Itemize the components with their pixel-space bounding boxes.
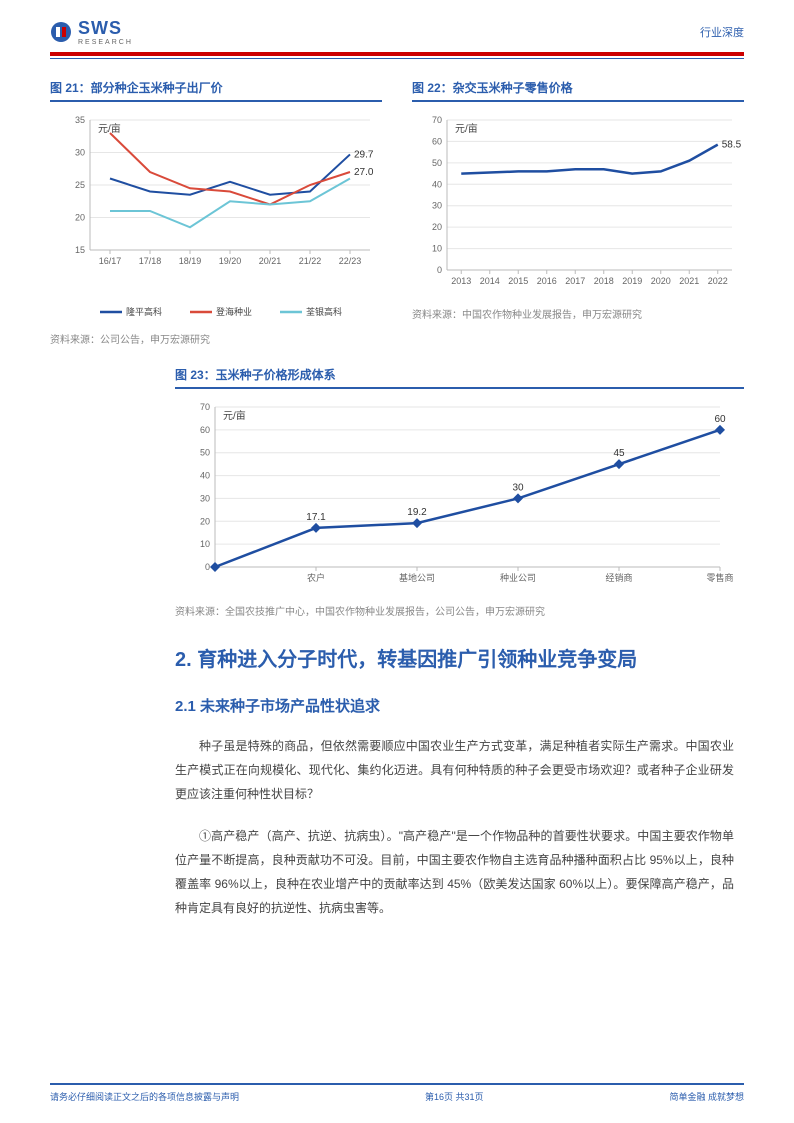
svg-text:22/23: 22/23 bbox=[339, 256, 362, 266]
logo: SWS RESEARCH bbox=[50, 18, 133, 46]
chart22-title: 图 22：杂交玉米种子零售价格 bbox=[412, 79, 744, 102]
svg-text:经销商: 经销商 bbox=[605, 572, 632, 583]
svg-text:70: 70 bbox=[200, 402, 210, 412]
svg-text:17.1: 17.1 bbox=[306, 512, 326, 523]
svg-text:元/亩: 元/亩 bbox=[223, 409, 246, 422]
para-1: 种子虽是特殊的商品，但依然需要顺应中国农业生产方式变革，满足种植者实际生产需求。… bbox=[0, 734, 794, 806]
chart22-svg: 0 10 20 30 40 50 60 70 元/亩 2013 2014 2015 2016 2017 20… bbox=[412, 110, 742, 300]
svg-text:10: 10 bbox=[200, 539, 210, 549]
footer-left: 请务必仔细阅读正文之后的各项信息披露与声明 bbox=[50, 1090, 239, 1103]
chart21-box: 图 21：部分种企玉米种子出厂价 15 20 25 30 35 元/亩 16/17 17/18… bbox=[50, 79, 382, 346]
svg-text:19/20: 19/20 bbox=[219, 256, 242, 266]
svg-text:16/17: 16/17 bbox=[99, 256, 122, 266]
chart23-source: 资料来源：全国农技推广中心，中国农作物种业发展报告，公司公告，申万宏源研究 bbox=[175, 603, 744, 618]
svg-text:70: 70 bbox=[432, 115, 442, 125]
svg-text:隆平高科: 隆平高科 bbox=[126, 306, 162, 317]
charts-row-1: 图 21：部分种企玉米种子出厂价 15 20 25 30 35 元/亩 16/17 17/18… bbox=[0, 59, 794, 346]
svg-text:2016: 2016 bbox=[537, 276, 557, 286]
svg-text:45: 45 bbox=[613, 448, 625, 459]
svg-text:35: 35 bbox=[75, 115, 85, 125]
svg-text:20: 20 bbox=[432, 222, 442, 232]
footer-line bbox=[50, 1083, 744, 1085]
svg-text:2022: 2022 bbox=[708, 276, 728, 286]
footer-right: 简单金融 成就梦想 bbox=[669, 1090, 744, 1103]
chart21-title: 图 21：部分种企玉米种子出厂价 bbox=[50, 79, 382, 102]
svg-text:18/19: 18/19 bbox=[179, 256, 202, 266]
svg-text:15: 15 bbox=[75, 245, 85, 255]
footer-center: 第16页 共31页 bbox=[425, 1090, 484, 1103]
svg-text:2014: 2014 bbox=[480, 276, 500, 286]
svg-text:零售商: 零售商 bbox=[706, 572, 733, 583]
svg-text:19.2: 19.2 bbox=[407, 507, 427, 518]
svg-text:30: 30 bbox=[75, 148, 85, 158]
svg-text:2017: 2017 bbox=[565, 276, 585, 286]
svg-text:荃银高科: 荃银高科 bbox=[306, 306, 342, 317]
chart22-box: 图 22：杂交玉米种子零售价格 0 10 20 30 40 50 60 70 元/亩 2013 20… bbox=[412, 79, 744, 346]
svg-text:10: 10 bbox=[432, 244, 442, 254]
svg-text:2020: 2020 bbox=[651, 276, 671, 286]
chart23-box: 图 23：玉米种子价格形成体系 0 10 20 30 40 50 60 70 元/亩农户 基地公司… bbox=[0, 346, 794, 618]
svg-text:60: 60 bbox=[432, 136, 442, 146]
svg-text:种业公司: 种业公司 bbox=[500, 572, 536, 583]
svg-text:0: 0 bbox=[205, 562, 210, 572]
page-footer: 请务必仔细阅读正文之后的各项信息披露与声明 第16页 共31页 简单金融 成就梦… bbox=[50, 1083, 744, 1103]
logo-text: SWS bbox=[78, 18, 133, 39]
chart21-source: 资料来源：公司公告，申万宏源研究 bbox=[50, 331, 382, 346]
svg-text:25: 25 bbox=[75, 180, 85, 190]
chart23-svg: 0 10 20 30 40 50 60 70 元/亩农户 基地公司 种业公司 经销商 零售商 17.1 19… bbox=[175, 397, 735, 597]
svg-text:50: 50 bbox=[200, 448, 210, 458]
svg-text:20/21: 20/21 bbox=[259, 256, 282, 266]
svg-text:50: 50 bbox=[432, 158, 442, 168]
svg-text:60: 60 bbox=[714, 414, 726, 425]
svg-text:农户: 农户 bbox=[307, 572, 325, 583]
svg-text:21/22: 21/22 bbox=[299, 256, 322, 266]
chart23-title: 图 23：玉米种子价格形成体系 bbox=[175, 366, 744, 389]
sws-logo-icon bbox=[50, 21, 72, 43]
svg-text:元/亩: 元/亩 bbox=[455, 122, 478, 135]
svg-text:20: 20 bbox=[75, 213, 85, 223]
svg-text:30: 30 bbox=[512, 482, 524, 493]
svg-text:2019: 2019 bbox=[622, 276, 642, 286]
svg-text:基地公司: 基地公司 bbox=[399, 572, 435, 583]
svg-text:40: 40 bbox=[200, 471, 210, 481]
svg-text:元/亩: 元/亩 bbox=[98, 122, 121, 135]
section-h1: 2. 育种进入分子时代，转基因推广引领种业竞争变局 bbox=[0, 618, 794, 677]
svg-text:2021: 2021 bbox=[679, 276, 699, 286]
svg-text:0: 0 bbox=[437, 265, 442, 275]
chart22-source: 资料来源：中国农作物种业发展报告，申万宏源研究 bbox=[412, 306, 744, 321]
svg-text:2013: 2013 bbox=[451, 276, 471, 286]
page-header: SWS RESEARCH 行业深度 bbox=[0, 0, 794, 52]
svg-text:29.7: 29.7 bbox=[354, 149, 374, 160]
svg-text:30: 30 bbox=[432, 201, 442, 211]
svg-text:2018: 2018 bbox=[594, 276, 614, 286]
svg-text:20: 20 bbox=[200, 516, 210, 526]
svg-text:30: 30 bbox=[200, 493, 210, 503]
chart21-svg: 15 20 25 30 35 元/亩 16/17 17/18 18/19 19/20 20/21 21… bbox=[50, 110, 380, 325]
header-red-bar bbox=[50, 52, 744, 56]
svg-text:27.0: 27.0 bbox=[354, 167, 374, 178]
svg-text:登海种业: 登海种业 bbox=[216, 306, 252, 317]
svg-text:60: 60 bbox=[200, 425, 210, 435]
svg-text:2015: 2015 bbox=[508, 276, 528, 286]
doc-category: 行业深度 bbox=[700, 24, 744, 40]
section-h2: 2.1 未来种子市场产品性状追求 bbox=[0, 677, 794, 716]
svg-text:17/18: 17/18 bbox=[139, 256, 162, 266]
svg-text:58.5: 58.5 bbox=[722, 140, 742, 151]
logo-subtext: RESEARCH bbox=[78, 39, 133, 46]
svg-text:40: 40 bbox=[432, 179, 442, 189]
para-2: ①高产稳产（高产、抗逆、抗病虫）。"高产稳产"是一个作物品种的首要性状要求。中国… bbox=[0, 824, 794, 920]
